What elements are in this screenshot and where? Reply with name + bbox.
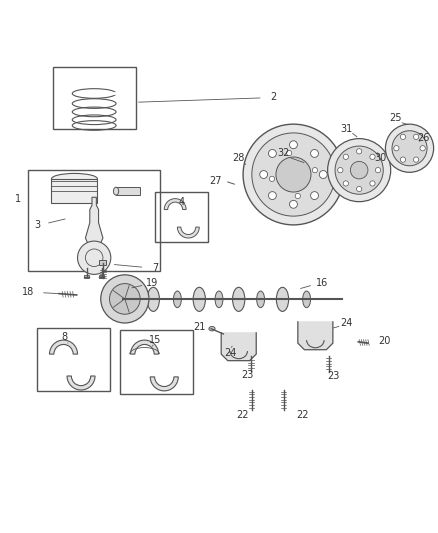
Circle shape <box>343 181 349 186</box>
Wedge shape <box>131 340 159 354</box>
Circle shape <box>392 131 427 166</box>
Text: 8: 8 <box>62 333 68 343</box>
Circle shape <box>295 193 300 199</box>
Circle shape <box>290 200 297 208</box>
Circle shape <box>268 150 276 157</box>
Circle shape <box>260 171 268 179</box>
Text: 22: 22 <box>237 409 249 419</box>
Circle shape <box>357 149 362 154</box>
Circle shape <box>312 167 318 173</box>
Text: 15: 15 <box>149 335 162 345</box>
Circle shape <box>370 181 375 186</box>
Circle shape <box>311 150 318 157</box>
Text: 7: 7 <box>152 263 159 273</box>
Circle shape <box>328 139 391 201</box>
Polygon shape <box>298 321 333 350</box>
Circle shape <box>243 124 344 225</box>
Ellipse shape <box>276 287 289 311</box>
Text: 21: 21 <box>193 322 205 332</box>
Text: 2: 2 <box>271 92 277 102</box>
Ellipse shape <box>209 327 215 331</box>
Text: 23: 23 <box>242 370 254 380</box>
Polygon shape <box>85 197 103 258</box>
Circle shape <box>400 157 406 162</box>
Text: 26: 26 <box>417 133 430 143</box>
FancyBboxPatch shape <box>116 187 140 195</box>
Text: 30: 30 <box>374 153 386 163</box>
Ellipse shape <box>173 291 181 308</box>
Text: 31: 31 <box>340 124 352 134</box>
Text: 24: 24 <box>341 318 353 328</box>
Ellipse shape <box>303 291 311 308</box>
Circle shape <box>350 161 368 179</box>
Circle shape <box>276 157 311 192</box>
Circle shape <box>394 146 399 151</box>
Circle shape <box>338 167 343 173</box>
FancyBboxPatch shape <box>52 179 97 203</box>
FancyBboxPatch shape <box>99 275 104 278</box>
Ellipse shape <box>52 173 97 184</box>
Circle shape <box>269 176 275 182</box>
Text: 22: 22 <box>296 409 308 419</box>
Text: 18: 18 <box>22 287 35 297</box>
Wedge shape <box>67 376 95 390</box>
Wedge shape <box>177 227 199 238</box>
Text: 19: 19 <box>146 278 159 288</box>
Circle shape <box>343 154 349 159</box>
Circle shape <box>319 171 327 179</box>
Circle shape <box>413 157 419 162</box>
Polygon shape <box>221 332 256 361</box>
Wedge shape <box>150 377 178 391</box>
Circle shape <box>110 284 140 314</box>
Text: 32: 32 <box>278 149 290 158</box>
Ellipse shape <box>136 291 144 308</box>
Text: 24: 24 <box>224 348 236 358</box>
Text: 1: 1 <box>15 193 21 204</box>
Text: 28: 28 <box>233 153 245 163</box>
Ellipse shape <box>215 291 223 308</box>
Wedge shape <box>49 340 78 354</box>
Text: 4: 4 <box>179 197 185 207</box>
Ellipse shape <box>257 291 265 308</box>
Ellipse shape <box>113 187 119 195</box>
Circle shape <box>385 124 434 172</box>
Circle shape <box>370 154 375 159</box>
Circle shape <box>101 275 149 323</box>
Text: 27: 27 <box>210 176 222 186</box>
Circle shape <box>413 134 419 140</box>
Circle shape <box>400 134 406 140</box>
Text: 25: 25 <box>389 114 401 124</box>
Circle shape <box>268 192 276 199</box>
Ellipse shape <box>233 287 245 311</box>
Bar <box>99 260 106 265</box>
Ellipse shape <box>147 287 159 311</box>
Wedge shape <box>164 199 186 209</box>
Circle shape <box>335 146 383 194</box>
Text: 16: 16 <box>316 278 328 288</box>
Circle shape <box>311 192 318 199</box>
Circle shape <box>78 241 111 274</box>
FancyBboxPatch shape <box>84 275 89 278</box>
Circle shape <box>420 146 425 151</box>
Ellipse shape <box>193 287 205 311</box>
Text: 23: 23 <box>328 371 340 381</box>
Text: 20: 20 <box>378 336 391 346</box>
Circle shape <box>375 167 381 173</box>
Circle shape <box>357 187 362 191</box>
Circle shape <box>252 133 335 216</box>
Circle shape <box>286 150 292 156</box>
Circle shape <box>290 141 297 149</box>
Text: 3: 3 <box>34 220 40 230</box>
